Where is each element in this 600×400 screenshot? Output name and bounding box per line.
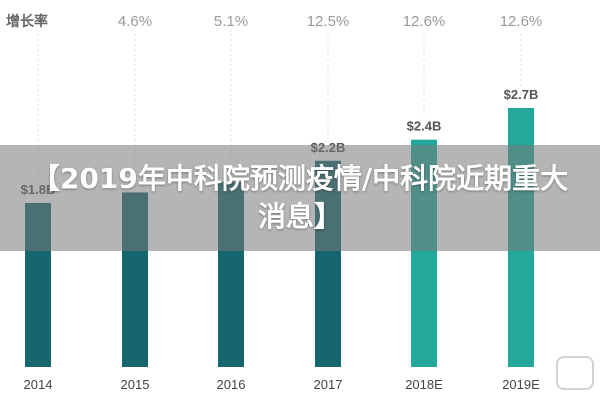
- x-tick-label: 2015: [121, 377, 150, 392]
- headline-overlay: [0, 145, 600, 251]
- x-tick-label: 2016: [217, 377, 246, 392]
- x-tick-label: 2017: [314, 377, 343, 392]
- value-label: $2.7B: [504, 87, 539, 102]
- growth-header: 增长率: [6, 13, 48, 29]
- headline: 【2019年中科院预测疫情/中科院近期重大消息】: [31, 162, 569, 233]
- growth-rate-label: 12.6%: [500, 13, 543, 30]
- value-label: $2.4B: [407, 119, 442, 134]
- x-tick-label: 2019E: [502, 377, 540, 392]
- growth-rate-label: 4.6%: [118, 13, 152, 30]
- growth-rate-label: 12.6%: [403, 13, 446, 30]
- growth-rate-label: 5.1%: [214, 13, 248, 30]
- x-tick-label: 2014: [24, 377, 53, 392]
- watermark-logo-icon: [556, 356, 594, 390]
- x-tick-label: 2018E: [405, 377, 443, 392]
- growth-rate-label: 12.5%: [307, 13, 350, 30]
